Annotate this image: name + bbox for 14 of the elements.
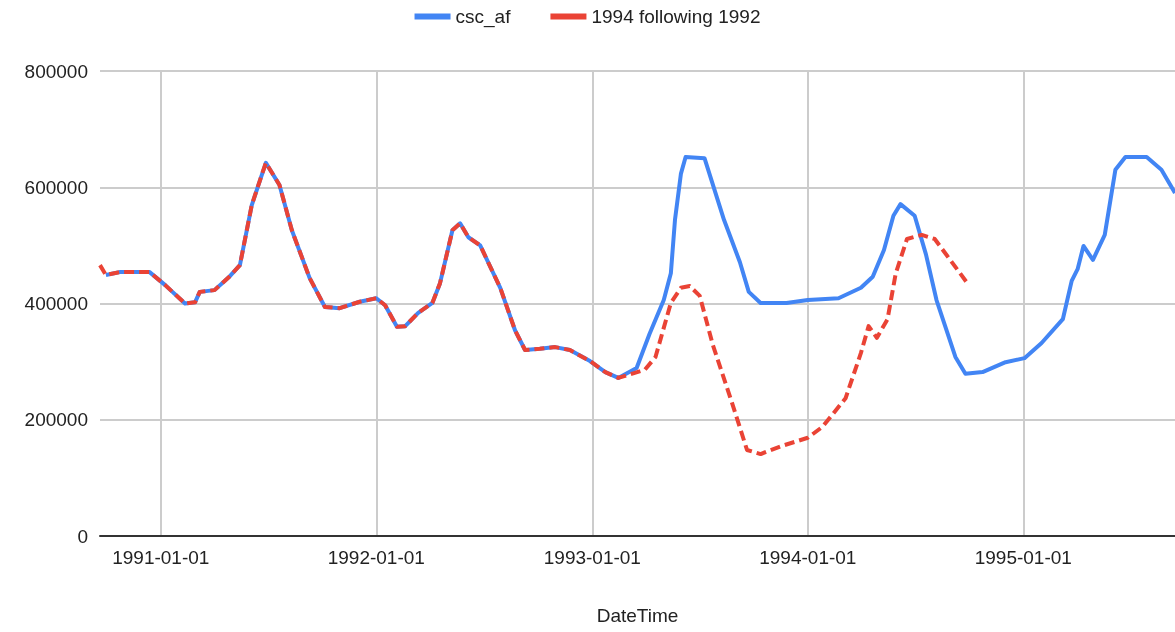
legend-label: csc_af (455, 6, 512, 28)
y-tick-label: 600000 (24, 176, 88, 198)
y-tick-label: 0 (77, 525, 88, 547)
legend-label: 1994 following 1992 (591, 6, 761, 27)
y-tick-label: 400000 (24, 293, 88, 314)
line-series (98, 160, 970, 457)
x-tick-label: 1992-01-01 (327, 547, 425, 568)
y-tick-label: 800000 (24, 60, 88, 82)
x-tick-label: 1994-01-01 (759, 547, 857, 568)
x-tick-label: 1991-01-01 (112, 547, 210, 568)
y-tick-label: 200000 (24, 409, 88, 431)
x-axis-title: DateTime (596, 605, 679, 626)
x-tick-label: 1993-01-01 (543, 547, 641, 568)
x-tick-label: 1995-01-01 (974, 547, 1072, 568)
